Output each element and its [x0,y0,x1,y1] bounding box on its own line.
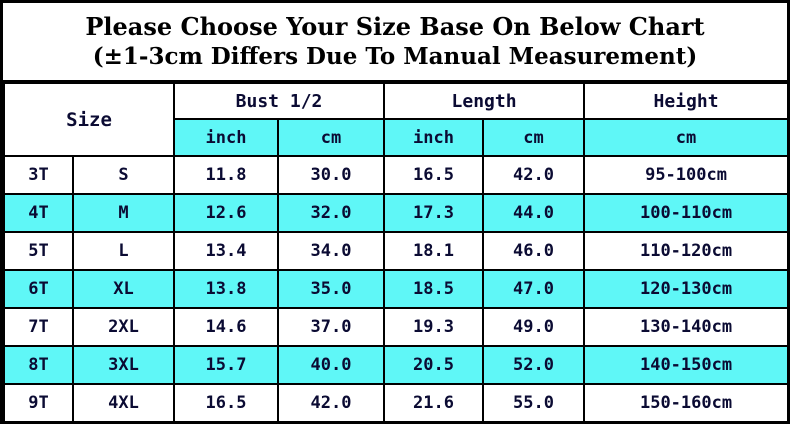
cell-length-cm: 47.0 [482,269,586,309]
header-height-cm: cm [583,118,787,157]
chart-title-line2: (±1-3cm Differs Due To Manual Measuremen… [92,43,698,71]
cell-height-range: 110-120cm [583,231,787,271]
cell-length-cm: 55.0 [482,383,586,421]
chart-title: Please Choose Your Size Base On Below Ch… [3,3,787,82]
header-bust: Bust 1/2 [173,82,386,120]
cell-size-label: XL [71,269,176,309]
table-row: 4T M 12.6 32.0 17.3 44.0 100-110cm [3,193,787,233]
cell-bust-cm: 42.0 [277,383,386,421]
cell-length-inch: 20.5 [383,345,485,385]
header-size: Size [3,82,176,157]
cell-size-t: 6T [3,269,74,309]
cell-size-label: 4XL [71,383,176,421]
cell-size-t: 8T [3,345,74,385]
cell-length-inch: 18.1 [383,231,485,271]
cell-size-t: 9T [3,383,74,421]
cell-height-range: 140-150cm [583,345,787,385]
cell-size-label: S [71,155,176,195]
chart-title-line1: Please Choose Your Size Base On Below Ch… [85,11,705,41]
table-row: 8T 3XL 15.7 40.0 20.5 52.0 140-150cm [3,345,787,385]
header-bust-inch: inch [173,118,280,157]
cell-length-cm: 42.0 [482,155,586,195]
cell-size-label: M [71,193,176,233]
cell-size-t: 3T [3,155,74,195]
cell-height-range: 95-100cm [583,155,787,195]
cell-size-t: 4T [3,193,74,233]
cell-height-range: 100-110cm [583,193,787,233]
cell-size-label: 3XL [71,345,176,385]
header-row-groups: Size Bust 1/2 Length Height [3,82,787,157]
cell-bust-inch: 16.5 [173,383,280,421]
header-row-units: inch cm inch cm cm [4,118,787,157]
cell-bust-cm: 34.0 [277,231,386,271]
header-height: Height [583,82,787,120]
cell-bust-inch: 15.7 [173,345,280,385]
cell-size-t: 5T [3,231,74,271]
cell-length-cm: 49.0 [482,307,586,347]
cell-size-label: L [71,231,176,271]
header-length: Length [383,82,586,120]
cell-bust-cm: 37.0 [277,307,386,347]
cell-length-inch: 16.5 [383,155,485,195]
cell-length-inch: 17.3 [383,193,485,233]
table-row: 6T XL 13.8 35.0 18.5 47.0 120-130cm [3,269,787,309]
cell-length-cm: 52.0 [482,345,586,385]
table-row: 7T 2XL 14.6 37.0 19.3 49.0 130-140cm [3,307,787,347]
cell-bust-inch: 12.6 [173,193,280,233]
cell-bust-inch: 13.4 [173,231,280,271]
size-table: Size Bust 1/2 Length Height inch cm inch… [3,82,787,421]
header-length-cm: cm [482,118,586,157]
cell-bust-cm: 35.0 [277,269,386,309]
cell-bust-inch: 14.6 [173,307,280,347]
cell-bust-cm: 40.0 [277,345,386,385]
cell-length-inch: 19.3 [383,307,485,347]
cell-bust-cm: 30.0 [277,155,386,195]
cell-height-range: 150-160cm [583,383,787,421]
cell-length-inch: 18.5 [383,269,485,309]
cell-height-range: 130-140cm [583,307,787,347]
table-row: 9T 4XL 16.5 42.0 21.6 55.0 150-160cm [3,383,787,421]
table-row: 5T L 13.4 34.0 18.1 46.0 110-120cm [3,231,787,271]
cell-size-label: 2XL [71,307,176,347]
cell-size-t: 7T [3,307,74,347]
cell-height-range: 120-130cm [583,269,787,309]
cell-bust-inch: 11.8 [173,155,280,195]
cell-length-cm: 46.0 [482,231,586,271]
cell-bust-inch: 13.8 [173,269,280,309]
header-length-inch: inch [383,118,485,157]
cell-length-cm: 44.0 [482,193,586,233]
header-bust-cm: cm [277,118,386,157]
cell-bust-cm: 32.0 [277,193,386,233]
table-row: 3T S 11.8 30.0 16.5 42.0 95-100cm [3,155,787,195]
cell-length-inch: 21.6 [383,383,485,421]
